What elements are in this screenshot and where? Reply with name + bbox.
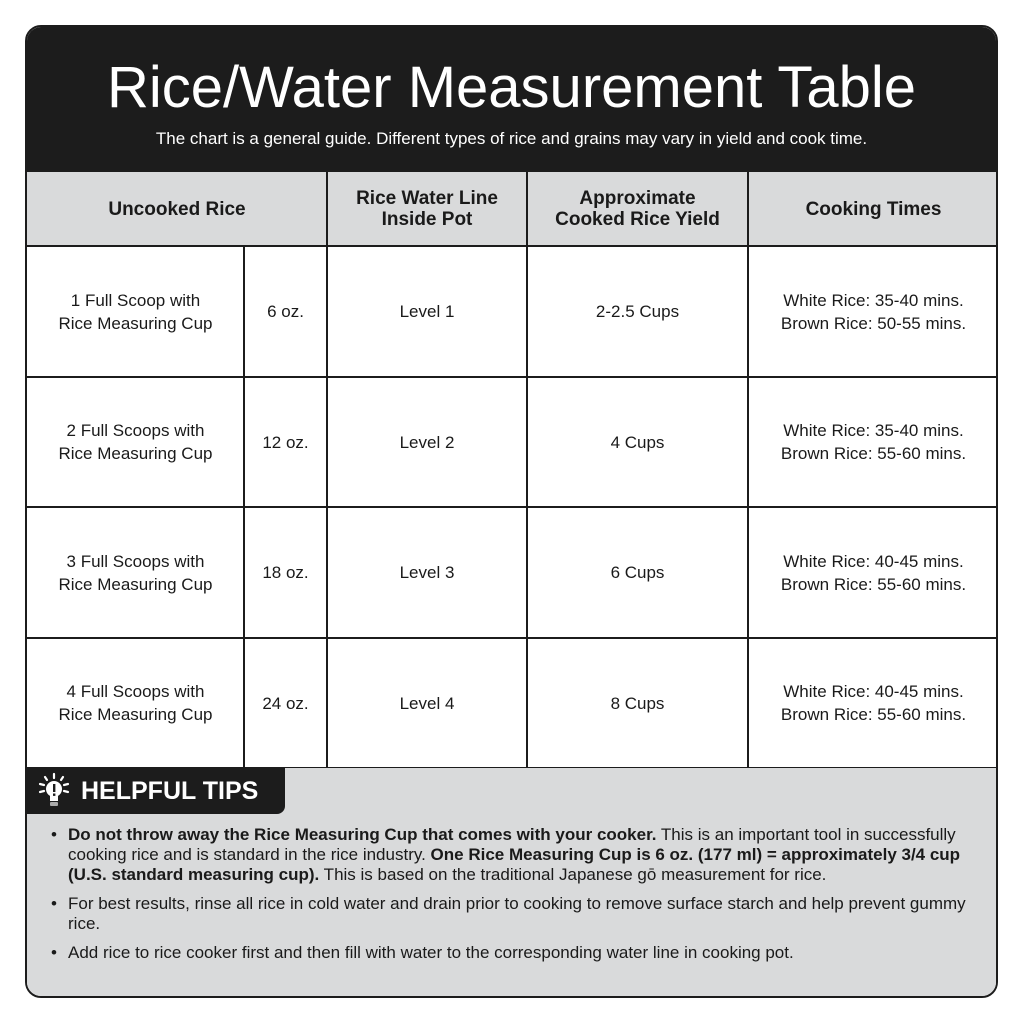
tip-text-segment: For best results, rinse all rice in cold… bbox=[68, 894, 966, 933]
table-cell-times: White Rice: 40-45 mins. Brown Rice: 55-6… bbox=[780, 682, 967, 724]
helpful-tips: HELPFUL TIPS • Do not throw away the Rice… bbox=[27, 768, 996, 996]
table-cell-yield: 4 Cups bbox=[610, 432, 665, 452]
tip-item: • Add rice to rice cooker first and then … bbox=[51, 943, 981, 963]
table-cell-scoops: 1 Full Scoop with Rice Measuring Cup bbox=[58, 290, 213, 333]
tips-heading: HELPFUL TIPS bbox=[81, 776, 259, 805]
table-cell-times: White Rice: 40-45 mins. Brown Rice: 55-6… bbox=[780, 551, 967, 594]
table-cell-weight: 24 oz. bbox=[262, 693, 309, 713]
table-cell-water-line: Level 4 bbox=[399, 693, 455, 713]
tip-text-bold: Do not throw away the Rice Measuring Cup… bbox=[68, 825, 657, 844]
divider bbox=[747, 172, 749, 768]
column-header: Approximate Cooked Rice Yield bbox=[527, 172, 748, 246]
table-cell-scoops: 3 Full Scoops with Rice Measuring Cup bbox=[58, 551, 213, 594]
table-cell-scoops: 2 Full Scoops with Rice Measuring Cup bbox=[58, 421, 213, 463]
table-cell-water-line: Level 2 bbox=[399, 432, 455, 452]
column-header: Uncooked Rice bbox=[27, 172, 327, 246]
bullet-icon: • bbox=[51, 943, 57, 962]
table-cell-scoops: 4 Full Scoops with Rice Measuring Cup bbox=[58, 682, 213, 724]
measurement-table-card: Rice/Water Measurement Table The chart i… bbox=[25, 25, 998, 998]
tip-text-segment: This is an important tool in successfull… bbox=[68, 825, 956, 864]
divider bbox=[326, 172, 328, 768]
tip-text-bold: One Rice Measuring Cup is 6 oz. (177 ml)… bbox=[68, 845, 961, 884]
bullet-icon: • bbox=[51, 825, 57, 844]
tip-item: • For best results, rinse all rice in col… bbox=[51, 894, 981, 934]
tip-text: For best results, rinse all rice in cold… bbox=[68, 894, 981, 934]
tip-text: Add rice to rice cooker first and then f… bbox=[68, 943, 794, 963]
table-cell-yield: 2-2.5 Cups bbox=[595, 302, 680, 321]
table-cell-times: White Rice: 35-40 mins. Brown Rice: 50-5… bbox=[780, 290, 967, 333]
bullet-icon: • bbox=[51, 894, 57, 913]
divider bbox=[27, 245, 996, 247]
column-header: Rice Water Line Inside Pot bbox=[327, 172, 527, 246]
table-cell-weight: 18 oz. bbox=[262, 563, 309, 582]
tip-text-segment: This is based on the traditional Japanes… bbox=[319, 865, 827, 884]
divider bbox=[27, 637, 996, 639]
page-title: Rice/Water Measurement Table bbox=[106, 55, 917, 120]
tip-text-segment: Add rice to rice cooker first and then f… bbox=[68, 943, 794, 962]
table-cell-yield: 8 Cups bbox=[610, 693, 665, 713]
divider bbox=[526, 172, 528, 768]
table-cell-yield: 6 Cups bbox=[610, 563, 665, 582]
tip-item: • Do not throw away the Rice Measuring Cu… bbox=[51, 825, 981, 885]
lightbulb-icon bbox=[37, 772, 71, 810]
divider bbox=[27, 376, 996, 378]
tips-list: • Do not throw away the Rice Measuring Cu… bbox=[51, 825, 981, 972]
tip-text: Do not throw away the Rice Measuring Cup… bbox=[68, 825, 981, 885]
page-subtitle: The chart is a general guide. Different … bbox=[155, 129, 868, 148]
table-cell-times: White Rice: 35-40 mins. Brown Rice: 55-6… bbox=[780, 421, 967, 463]
table-cell-weight: 12 oz. bbox=[262, 432, 309, 452]
header: Rice/Water Measurement Table The chart i… bbox=[27, 27, 996, 172]
table-cell-water-line: Level 3 bbox=[399, 563, 455, 582]
table-cell-weight: 6 oz. bbox=[267, 302, 304, 321]
column-header: Cooking Times bbox=[748, 172, 996, 246]
table-cell-water-line: Level 1 bbox=[399, 302, 455, 321]
divider bbox=[27, 506, 996, 508]
tips-tab: HELPFUL TIPS bbox=[27, 768, 285, 814]
